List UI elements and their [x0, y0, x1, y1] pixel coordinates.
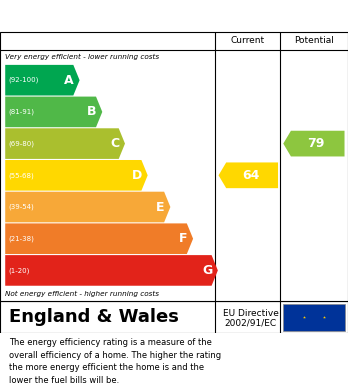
Text: C: C [110, 137, 119, 150]
Text: (1-20): (1-20) [8, 267, 29, 274]
Polygon shape [5, 97, 102, 127]
Polygon shape [219, 162, 278, 188]
Text: E: E [156, 201, 165, 213]
Text: D: D [132, 169, 142, 182]
Text: 79: 79 [308, 137, 325, 150]
Polygon shape [5, 128, 125, 159]
Text: England & Wales: England & Wales [9, 308, 179, 326]
Text: (55-68): (55-68) [8, 172, 34, 179]
Polygon shape [5, 192, 171, 222]
Text: (92-100): (92-100) [8, 77, 38, 83]
Text: Potential: Potential [294, 36, 334, 45]
Polygon shape [5, 223, 193, 254]
Text: (21-38): (21-38) [8, 235, 34, 242]
Text: (39-54): (39-54) [8, 204, 34, 210]
Polygon shape [5, 65, 80, 95]
Text: EU Directive: EU Directive [223, 309, 279, 318]
Text: Energy Efficiency Rating: Energy Efficiency Rating [9, 7, 238, 25]
Text: The energy efficiency rating is a measure of the
overall efficiency of a home. T: The energy efficiency rating is a measur… [9, 338, 221, 385]
Polygon shape [283, 131, 345, 156]
Text: G: G [202, 264, 212, 277]
Polygon shape [5, 160, 148, 191]
Text: (81-91): (81-91) [8, 109, 34, 115]
Text: (69-80): (69-80) [8, 140, 34, 147]
Text: Not energy efficient - higher running costs: Not energy efficient - higher running co… [5, 291, 159, 297]
Text: A: A [64, 74, 74, 87]
Text: B: B [87, 106, 97, 118]
Text: Current: Current [230, 36, 264, 45]
Text: F: F [179, 232, 188, 245]
Text: Very energy efficient - lower running costs: Very energy efficient - lower running co… [5, 54, 159, 60]
Bar [283, 304, 345, 330]
Text: 64: 64 [242, 169, 259, 182]
Polygon shape [5, 255, 218, 286]
Text: 2002/91/EC: 2002/91/EC [225, 318, 277, 327]
